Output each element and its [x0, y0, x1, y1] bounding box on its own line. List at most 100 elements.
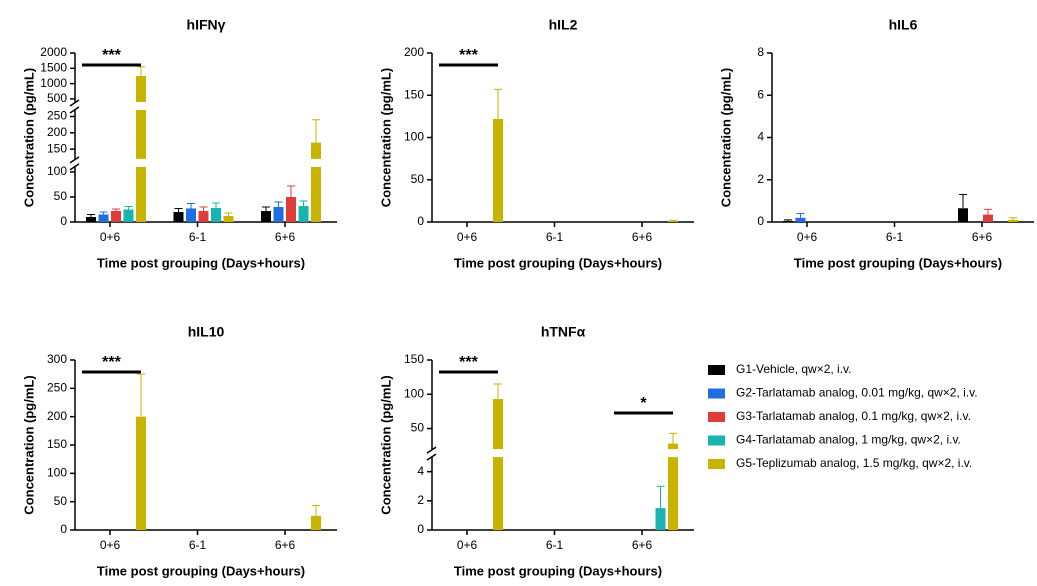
- bar: [493, 399, 503, 450]
- chart-title: hIL2: [549, 17, 578, 33]
- y-axis-title: Concentration (pg/mL): [718, 68, 733, 207]
- axis-break: [426, 453, 437, 461]
- bar: [261, 210, 271, 222]
- legend-swatch: [708, 459, 725, 469]
- x-axis-title: Time post grouping (Days+hours): [794, 255, 1002, 270]
- bar: [493, 118, 503, 222]
- y-tick-label: 200: [47, 409, 67, 423]
- x-tick-label: 6+6: [632, 538, 653, 552]
- bar: [958, 208, 968, 222]
- bar: [311, 166, 321, 222]
- y-axis-title: Concentration (pg/mL): [378, 375, 393, 514]
- x-tick-label: 6+6: [275, 230, 296, 244]
- bar: [1008, 219, 1018, 222]
- x-tick-label: 6+6: [632, 230, 653, 244]
- bar: [311, 142, 321, 159]
- y-tick-label: 0: [417, 214, 424, 228]
- y-tick-label: 0: [417, 522, 424, 536]
- bar: [198, 210, 209, 222]
- y-tick-label: 150: [404, 352, 424, 366]
- bar: [298, 205, 309, 222]
- chart-title: hIFNγ: [187, 17, 226, 33]
- y-tick-label: 0: [60, 522, 67, 536]
- y-axis-title: Concentration (pg/mL): [378, 68, 393, 207]
- y-tick-label: 1000: [40, 76, 67, 90]
- axis-break: [69, 106, 80, 114]
- significance-label: *: [640, 395, 647, 412]
- x-tick-label: 0+6: [797, 230, 818, 244]
- y-tick-label: 250: [47, 381, 67, 395]
- x-tick-label: 0+6: [457, 230, 478, 244]
- bar: [136, 75, 146, 102]
- y-tick-label: 4: [757, 130, 764, 144]
- x-tick-label: 6+6: [972, 230, 993, 244]
- bar: [211, 207, 221, 222]
- legend-label: G5-Teplizumab analog, 1.5 mg/kg, qw×2, i…: [736, 456, 972, 470]
- y-tick-label: 2: [417, 493, 424, 507]
- x-tick-label: 6-1: [189, 538, 207, 552]
- y-tick-label: 50: [411, 172, 425, 186]
- significance-label: ***: [459, 354, 478, 371]
- bar: [136, 109, 146, 159]
- y-tick-label: 100: [47, 466, 67, 480]
- y-tick-label: 50: [54, 189, 68, 203]
- bar: [795, 217, 806, 222]
- x-tick-label: 6-1: [546, 230, 564, 244]
- y-axis-title: Concentration (pg/mL): [21, 375, 36, 514]
- y-tick-label: 500: [47, 91, 67, 105]
- y-tick-label: 2: [757, 172, 764, 186]
- bar: [111, 210, 121, 222]
- bar: [493, 457, 503, 530]
- legend-label: G1-Vehicle, qw×2, i.v.: [736, 362, 852, 376]
- axis-break: [69, 99, 80, 107]
- bar: [173, 211, 184, 222]
- x-axis-title: Time post grouping (Days+hours): [454, 255, 662, 270]
- significance-label: ***: [459, 47, 478, 64]
- y-tick-label: 250: [47, 109, 67, 123]
- legend-swatch: [708, 388, 725, 399]
- y-tick-label: 6: [757, 87, 764, 101]
- x-axis-title: Time post grouping (Days+hours): [454, 563, 662, 578]
- x-tick-label: 6-1: [886, 230, 904, 244]
- legend-swatch: [708, 435, 725, 446]
- axis-break: [426, 446, 437, 454]
- bar: [86, 216, 96, 222]
- y-tick-label: 200: [404, 45, 424, 59]
- legend-label: G4-Tarlatamab analog, 1 mg/kg, qw×2, i.v…: [736, 433, 961, 447]
- y-tick-label: 100: [47, 164, 67, 178]
- bar: [98, 214, 109, 222]
- bar: [136, 416, 146, 530]
- bar: [783, 220, 793, 222]
- y-tick-label: 50: [411, 421, 425, 435]
- y-tick-label: 150: [47, 437, 67, 451]
- axis-break: [69, 156, 80, 164]
- y-tick-label: 100: [404, 386, 424, 400]
- y-tick-label: 0: [757, 214, 764, 228]
- significance-label: ***: [102, 47, 121, 64]
- x-tick-label: 0+6: [457, 538, 478, 552]
- chart-title: hTNFα: [541, 324, 586, 340]
- legend-swatch: [708, 365, 725, 375]
- y-tick-label: 2000: [40, 45, 67, 59]
- axis-break: [69, 163, 80, 171]
- bar: [273, 206, 284, 222]
- bar: [668, 221, 678, 222]
- bar: [136, 166, 146, 222]
- x-axis-title: Time post grouping (Days+hours): [97, 563, 305, 578]
- y-axis-title: Concentration (pg/mL): [21, 68, 36, 207]
- significance-label: ***: [102, 354, 121, 371]
- bar: [668, 457, 678, 530]
- y-tick-label: 8: [757, 45, 764, 59]
- legend-label: G3-Tarlatamab analog, 0.1 mg/kg, qw×2, i…: [736, 409, 971, 423]
- chart-title: hIL10: [188, 324, 225, 340]
- bar: [311, 515, 321, 530]
- bar: [223, 215, 234, 222]
- y-tick-label: 100: [404, 130, 424, 144]
- x-tick-label: 6+6: [275, 538, 296, 552]
- bar: [655, 508, 666, 530]
- x-tick-label: 6-1: [546, 538, 564, 552]
- legend-swatch: [708, 412, 725, 422]
- y-tick-label: 150: [47, 141, 67, 155]
- chart-title: hIL6: [889, 17, 918, 33]
